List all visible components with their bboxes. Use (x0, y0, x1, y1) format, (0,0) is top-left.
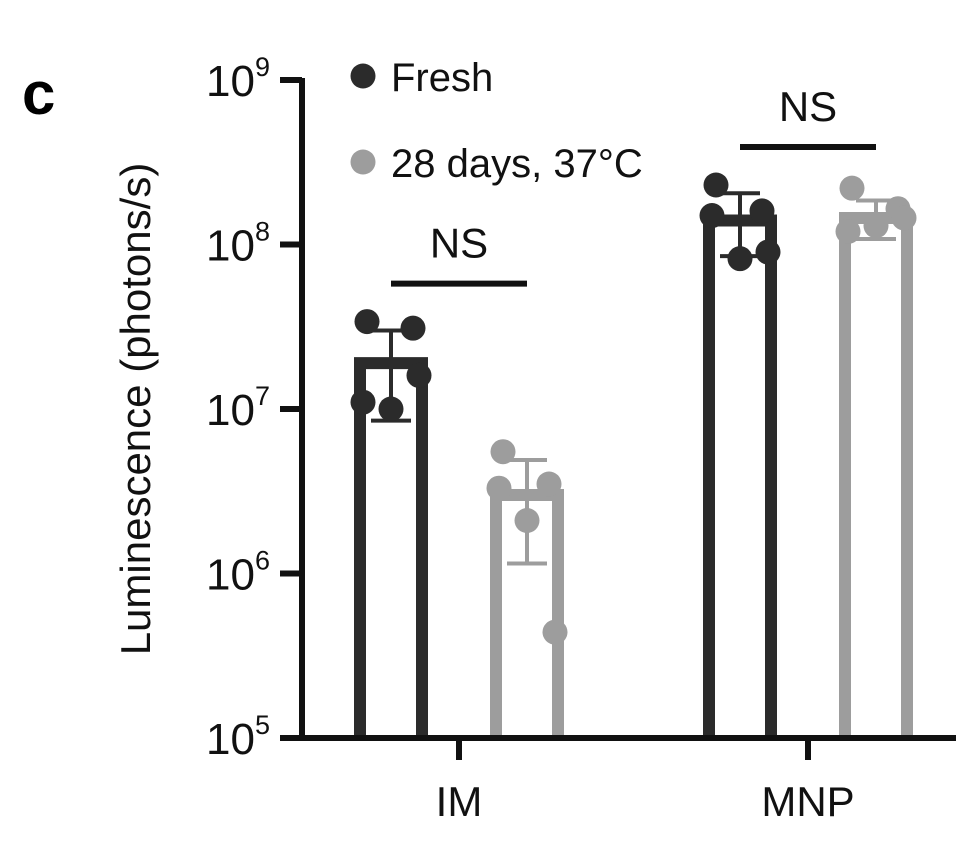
y-tick-label-4: 108 (206, 217, 270, 271)
legend-label-series-2: 28 days, 37°C (391, 142, 643, 186)
data-point-mnp-series-2-3 (835, 218, 861, 244)
bar-mnp-series-1 (703, 214, 777, 738)
data-point-mnp-series-1-3 (699, 203, 725, 229)
data-point-mnp-series-1-5 (755, 239, 781, 265)
axes-layer: 105 106 107 108 109 IM MNP (206, 52, 956, 825)
data-point-mnp-series-2-4 (863, 213, 889, 239)
data-point-im-series-1-3 (350, 389, 376, 415)
data-point-im-series-1-4 (378, 396, 404, 422)
data-point-mnp-series-1-4 (727, 246, 753, 272)
significance-label-mnp: NS (779, 83, 837, 130)
y-tick-label-3: 107 (206, 381, 270, 435)
category-label-mnp: MNP (761, 778, 854, 825)
data-point-im-series-2-3 (486, 475, 512, 501)
legend-marker-series-1 (350, 63, 376, 89)
panel-label: c (22, 60, 55, 127)
significance-label-im: NS (430, 220, 488, 267)
legend-marker-series-2 (350, 149, 376, 175)
points-layer (350, 172, 917, 645)
data-point-im-series-1-5 (406, 362, 432, 388)
y-tick-label-2: 106 (206, 546, 270, 600)
y-tick-label-1: 105 (206, 710, 270, 764)
category-label-im: IM (436, 778, 483, 825)
bar-mnp-series-2 (839, 211, 913, 738)
data-point-im-series-2-4 (514, 507, 540, 533)
y-tick-label-5: 109 (206, 52, 270, 106)
data-point-mnp-series-2-1 (839, 175, 865, 201)
data-point-im-series-2-5 (542, 619, 568, 645)
legend: Fresh 28 days, 37°C (350, 56, 643, 186)
data-point-im-series-1-1 (354, 309, 380, 335)
data-point-im-series-2-1 (490, 439, 516, 465)
data-point-mnp-series-2-5 (891, 205, 917, 231)
data-point-mnp-series-1-2 (749, 198, 775, 224)
y-axis-label: Luminescence (photons/s) (112, 163, 159, 656)
data-point-im-series-1-2 (400, 315, 426, 341)
bars-layer (354, 211, 913, 738)
data-point-mnp-series-1-1 (703, 172, 729, 198)
significance-layer: NS NS (391, 83, 876, 287)
legend-label-series-1: Fresh (391, 56, 493, 100)
data-point-im-series-2-2 (536, 471, 562, 497)
